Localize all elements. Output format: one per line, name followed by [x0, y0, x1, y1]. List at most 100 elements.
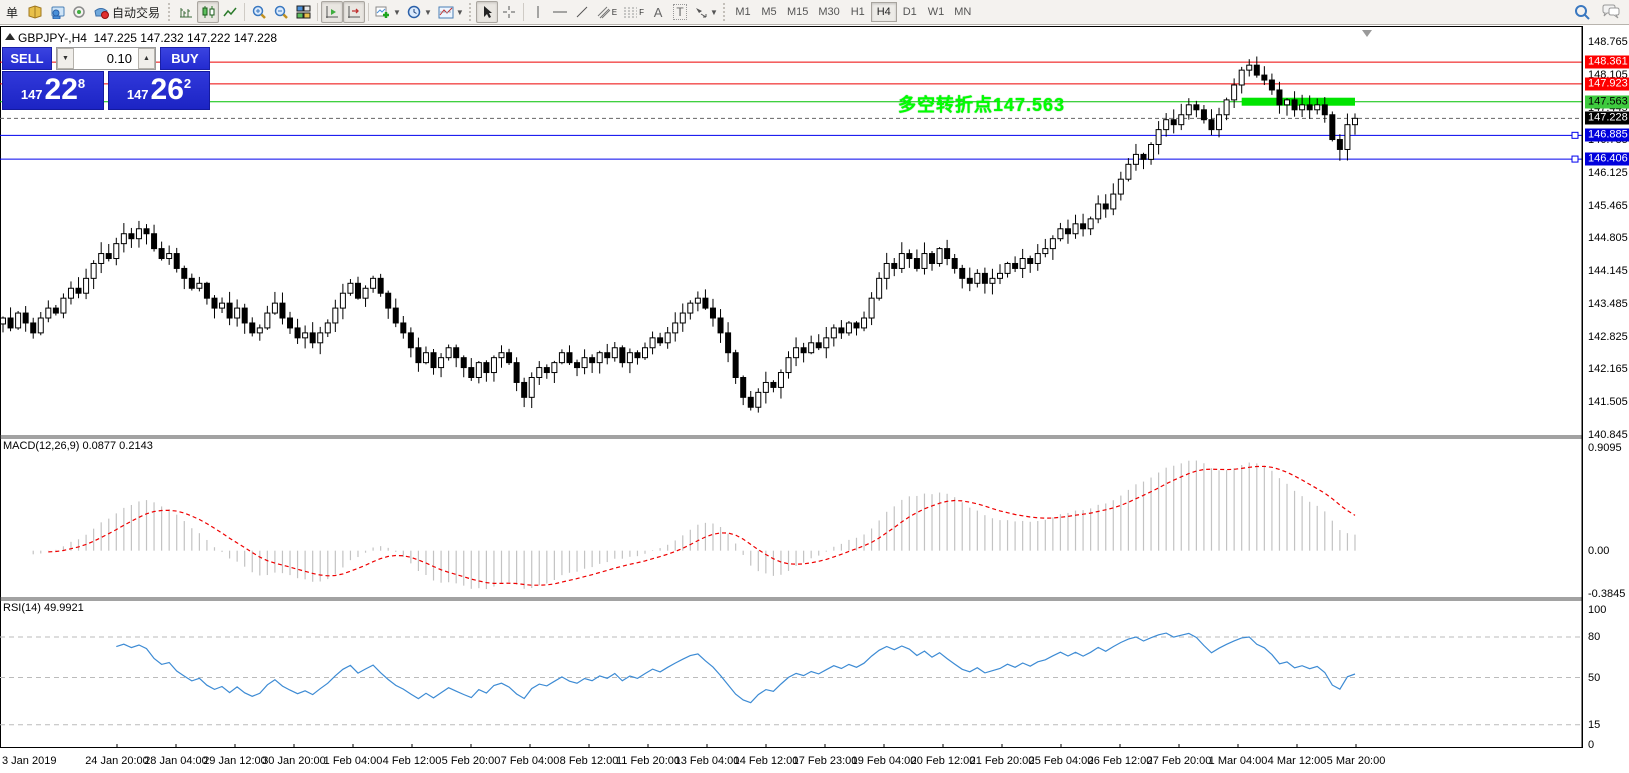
timeframe-m1[interactable]: M1 [735, 6, 751, 18]
timeframe-m15[interactable]: M15 [786, 6, 809, 18]
horizontal-line-button[interactable] [549, 1, 571, 23]
tile-windows-button[interactable] [292, 1, 314, 23]
candle [604, 352, 611, 359]
candle [898, 253, 905, 269]
indicators-button[interactable]: ▼ [372, 1, 404, 23]
autotrading-button[interactable]: 自动交易 [90, 1, 166, 23]
candle [1178, 114, 1185, 126]
timeframe-h4[interactable]: H4 [870, 2, 897, 22]
candle [264, 312, 271, 329]
arrows-button[interactable]: ▼ [691, 1, 721, 23]
candle [1155, 129, 1162, 145]
text-button[interactable]: A [647, 1, 669, 23]
signal-button[interactable] [68, 1, 90, 23]
candle [770, 381, 777, 388]
channel-button[interactable]: E [593, 1, 620, 23]
candlestick-chart-button[interactable] [197, 1, 220, 23]
candle [551, 362, 558, 374]
candle [959, 267, 966, 279]
candle [891, 262, 898, 269]
candle [173, 253, 180, 269]
time-tick-label: 21 Feb 20:00 [969, 755, 1035, 767]
chart-shift-marker[interactable] [1362, 30, 1372, 37]
candle [861, 317, 868, 329]
candle [966, 277, 973, 284]
candle [370, 277, 377, 289]
timeframe-w1[interactable]: W1 [927, 6, 945, 18]
profile-button[interactable] [46, 1, 68, 23]
vertical-line-button[interactable] [527, 1, 549, 23]
line-handle[interactable] [1571, 131, 1579, 139]
new-order-button[interactable]: 单 [0, 1, 24, 23]
candle [483, 362, 490, 374]
fibonacci-button[interactable]: F [620, 1, 647, 23]
candle [203, 282, 210, 299]
ask-price[interactable]: 147 26 2 [108, 71, 210, 110]
chart-annotation-text[interactable]: 多空转折点147.563 [898, 95, 1066, 115]
text-label-button[interactable]: T [669, 1, 691, 23]
toolbar-separator [522, 3, 524, 21]
bar-chart-icon [179, 5, 194, 19]
candle [944, 248, 951, 260]
candle [415, 347, 422, 364]
candle [1231, 84, 1238, 101]
crosshair-button[interactable] [498, 1, 520, 23]
timeframe-m5[interactable]: M5 [761, 6, 777, 18]
chart-canvas[interactable] [0, 26, 1629, 748]
green-zone-bar[interactable] [1241, 97, 1355, 106]
candle [574, 362, 581, 369]
candle [702, 297, 709, 309]
symbol-timeframe: GBPJPY-,H4 [18, 31, 87, 45]
time-axis[interactable]: 3 Jan 2019 24 Jan 20:00 28 Jan 04:00 29 Jan… [0, 749, 1583, 773]
trendline-button[interactable] [571, 1, 593, 23]
bid-price[interactable]: 147 22 8 [2, 71, 104, 110]
bar-chart-button[interactable] [175, 1, 197, 23]
candle [876, 277, 883, 299]
zoom-out-button[interactable] [270, 1, 292, 23]
bid-big-digits: 22 [44, 73, 78, 106]
zoom-in-button[interactable] [248, 1, 270, 23]
candle [1185, 104, 1192, 116]
volume-increase-button[interactable]: ▲ [138, 48, 155, 69]
candle [430, 352, 437, 369]
candle [1080, 223, 1087, 230]
time-tick-label: 4 Mar 12:00 [1267, 755, 1327, 767]
candle [589, 357, 596, 364]
periods-button[interactable]: ▼ [404, 1, 435, 23]
buy-button[interactable]: BUY [160, 47, 210, 70]
timeframe-h1[interactable]: H1 [850, 6, 865, 18]
price-axis[interactable]: 148.765148.105147.445146.785146.125145.4… [1583, 26, 1629, 751]
rsi-indicator-label: RSI(14) 49.9921 [3, 602, 84, 614]
candle [679, 312, 686, 324]
chat-icon[interactable] [1601, 4, 1621, 20]
templates-button[interactable]: ▼ [435, 1, 467, 23]
chart-area[interactable] [0, 26, 1583, 748]
candle [219, 302, 226, 309]
candle [1329, 114, 1336, 141]
candle [687, 302, 694, 314]
candle [1064, 228, 1071, 235]
line-chart-button[interactable] [219, 1, 241, 23]
candle [453, 347, 460, 359]
timeframe-d1[interactable]: D1 [902, 6, 917, 18]
history-center-button[interactable] [24, 1, 46, 23]
timeframe-m30[interactable]: M30 [818, 6, 840, 18]
candle [566, 352, 573, 364]
panel-collapse-triangle[interactable] [5, 33, 15, 40]
line-handle[interactable] [1571, 155, 1579, 163]
search-icon[interactable] [1574, 4, 1591, 20]
timeframe-mn[interactable]: MN [954, 6, 972, 18]
volume-decrease-button[interactable]: ▼ [57, 48, 74, 69]
cursor-button[interactable] [475, 1, 498, 23]
time-tick-label: 20 Feb 12:00 [910, 755, 976, 767]
chart-shift-button[interactable] [343, 1, 366, 23]
time-tick-label: 17 Feb 23:00 [792, 755, 858, 767]
candle [460, 357, 467, 369]
one-click-trading-panel: SELL ▼ 0.10 ▲ BUY 147 22 8 147 26 2 [2, 47, 210, 110]
candle [657, 337, 664, 344]
auto-scroll-button[interactable] [321, 1, 344, 23]
volume-input[interactable]: 0.10 [74, 48, 138, 69]
macd-tick-label: 0.00 [1588, 544, 1610, 557]
sell-button[interactable]: SELL [2, 47, 52, 70]
toolbar-grip [168, 3, 173, 21]
